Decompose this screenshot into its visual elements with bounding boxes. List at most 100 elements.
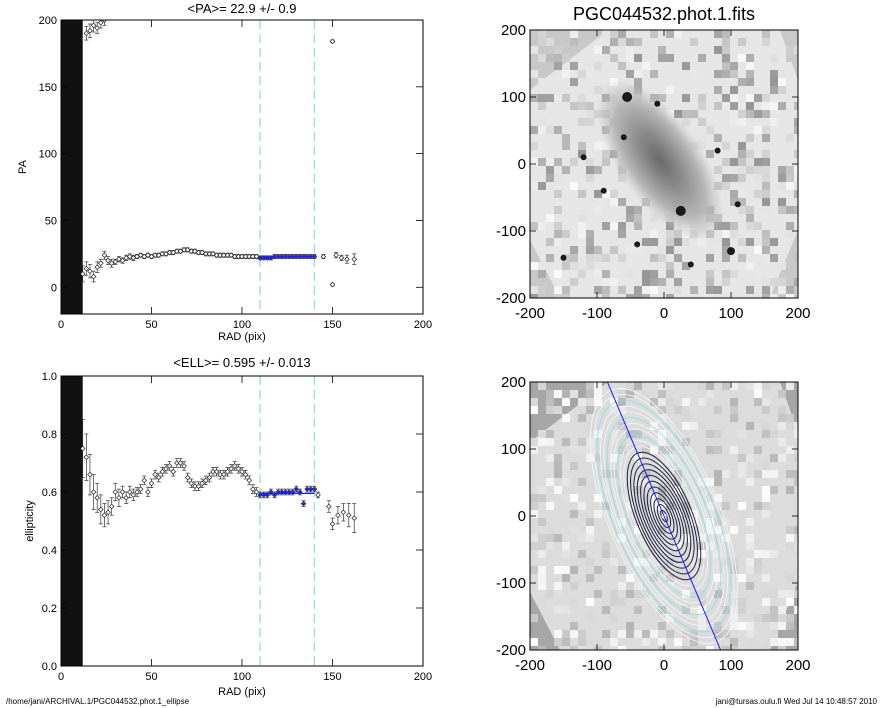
data-point xyxy=(203,475,209,486)
data-point xyxy=(235,464,242,474)
x-tick-label: 200 xyxy=(414,319,432,331)
data-point xyxy=(123,254,129,261)
data-point xyxy=(340,503,347,522)
image-panel: -200 -100 0 100 200 -200 -100 0 100 200 PGC044532… xyxy=(496,4,811,322)
x-tick-label: 150 xyxy=(323,319,341,331)
pa-x-label: RAD (pix) xyxy=(218,331,266,343)
star xyxy=(580,154,587,161)
ell-x-label: RAD (pix) xyxy=(218,686,266,698)
data-point xyxy=(224,467,231,477)
fitted-point xyxy=(291,255,295,258)
data-point xyxy=(351,503,358,533)
fitted-point xyxy=(265,493,269,497)
x-tick-label: 100 xyxy=(718,305,743,322)
data-point xyxy=(79,265,86,283)
pa-plot-area xyxy=(61,20,358,314)
y-tick-label: 150 xyxy=(39,82,57,94)
footer-host-time: jani@tursas.oulu.fi Wed Jul 14 10:48:57 … xyxy=(715,697,877,706)
fitted-point xyxy=(294,255,298,258)
data-point xyxy=(83,26,90,41)
x-tick-label: 200 xyxy=(785,305,810,322)
y-tick-label: 1.0 xyxy=(42,371,57,383)
data-point xyxy=(148,478,155,488)
data-point xyxy=(329,281,336,288)
contour-pixels xyxy=(530,382,798,650)
image-pixels xyxy=(530,30,798,298)
star xyxy=(620,134,627,141)
y-tick-label: 100 xyxy=(39,149,57,161)
star xyxy=(600,187,607,194)
data-point xyxy=(163,464,169,474)
data-point xyxy=(130,488,137,502)
data-point xyxy=(199,478,205,488)
star xyxy=(634,241,641,248)
y-tick-label: 0 xyxy=(51,282,57,294)
fitted-point xyxy=(276,255,280,258)
data-point xyxy=(203,251,209,257)
data-point xyxy=(83,261,90,276)
fitted-point xyxy=(262,256,266,260)
fitted-point xyxy=(262,493,266,497)
data-point xyxy=(246,253,253,260)
data-point xyxy=(338,254,345,261)
fitted-point xyxy=(258,256,262,260)
fitted-point xyxy=(284,255,287,258)
data-point xyxy=(206,472,213,483)
data-point xyxy=(181,247,187,253)
major-axis-line xyxy=(606,382,722,650)
y-tick-label: 100 xyxy=(501,89,526,106)
image-title: PGC044532.phot.1.fits xyxy=(573,4,755,24)
fitted-point xyxy=(305,487,309,491)
data-point xyxy=(145,252,151,258)
data-point xyxy=(239,467,245,477)
y-tick-label: 100 xyxy=(501,441,526,458)
star xyxy=(560,254,567,261)
y-tick-label: 200 xyxy=(501,22,526,39)
pa-axis-ticks: 0 50 100 150 200 0 50 100 150 200 xyxy=(39,15,433,331)
y-tick-label: 200 xyxy=(501,374,526,391)
data-point xyxy=(329,517,336,531)
fitted-point xyxy=(269,256,273,260)
x-tick-label: 0 xyxy=(660,657,668,674)
x-tick-label: -100 xyxy=(582,305,612,322)
data-point xyxy=(246,475,253,486)
y-tick-label: 0 xyxy=(518,508,526,525)
data-point xyxy=(94,22,100,34)
y-tick-label: 0.8 xyxy=(42,429,57,441)
x-tick-label: 100 xyxy=(718,657,743,674)
data-point xyxy=(335,506,341,525)
data-point xyxy=(155,472,162,483)
fitted-point xyxy=(265,256,269,260)
data-point xyxy=(159,251,166,257)
data-point xyxy=(195,249,202,256)
y-tick-label: -200 xyxy=(496,642,526,659)
x-tick-label: 200 xyxy=(414,671,432,683)
x-tick-label: 50 xyxy=(145,319,157,331)
data-point xyxy=(213,467,220,477)
data-point xyxy=(345,503,352,528)
data-point xyxy=(315,491,321,499)
data-point xyxy=(94,261,100,273)
data-point xyxy=(101,250,108,260)
data-point xyxy=(90,474,97,510)
x-tick-label: 0 xyxy=(660,305,668,322)
pa-title: <PA>= 22.9 +/- 0.9 xyxy=(188,1,297,16)
data-point xyxy=(329,38,336,45)
star xyxy=(687,261,694,268)
data-point xyxy=(126,485,133,499)
ell-panel: 0 50 100 150 200 0.0 0.2 0.4 0.6 0.8 1.0 <ELL>= 0.… xyxy=(24,355,432,698)
data-point xyxy=(141,475,148,486)
fitted-point xyxy=(313,255,316,258)
ell-frame xyxy=(60,375,424,667)
fitted-point xyxy=(298,255,302,258)
fitted-point xyxy=(309,487,313,491)
x-tick-label: 0 xyxy=(58,319,64,331)
ell-axis-ticks: 0 50 100 150 200 0.0 0.2 0.4 0.6 0.8 1.0 xyxy=(42,371,432,683)
data-point xyxy=(177,458,184,468)
data-point xyxy=(123,491,129,504)
data-point xyxy=(199,249,205,256)
data-point xyxy=(231,461,238,471)
data-point xyxy=(145,487,151,497)
y-tick-label: 0 xyxy=(518,156,526,173)
x-tick-label: -200 xyxy=(515,305,545,322)
